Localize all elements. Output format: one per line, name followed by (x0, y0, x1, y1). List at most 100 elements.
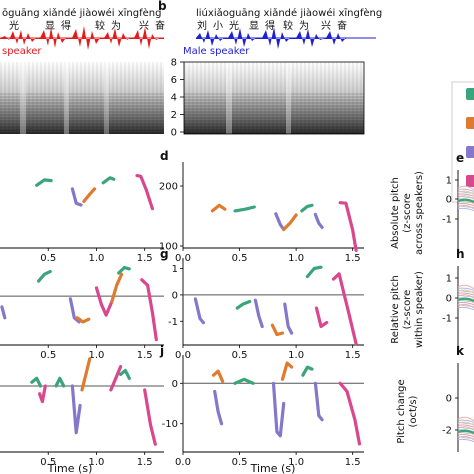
ylabel-h-line: (z-score (402, 290, 413, 330)
speaker-trace (457, 294, 474, 299)
speaker-trace (457, 188, 474, 192)
xtick-label: 0.5 (40, 253, 56, 264)
pitch-contour-purple (68, 297, 81, 324)
speaker-trace (457, 426, 474, 430)
speaker-trace (457, 303, 474, 309)
pitch-contour-purple (274, 212, 286, 232)
pitch-contour-purple (70, 384, 82, 435)
ytick-label: 1 (446, 176, 452, 187)
spectrogram-left (0, 62, 164, 134)
pitch-contour-orange (75, 316, 91, 324)
xtick-label: 1.0 (89, 350, 105, 361)
xtick-label: 1.5 (345, 350, 361, 361)
hanzi-mid-char: 奋 (337, 19, 347, 32)
speaker-trace (457, 289, 474, 295)
hanzi-left-char: 得 (61, 20, 71, 32)
pinyin-top-left: ōguāng xiǎndé jiàowéi xīngfèng (2, 7, 161, 19)
pitch-contour-purple (283, 302, 294, 335)
ytick-label: -2 (442, 426, 452, 437)
xlabel-left: Time (s) (47, 462, 93, 474)
spectrogram-ytick-label: 0 (171, 128, 177, 139)
hanzi-mid-char: 刘 (197, 20, 207, 32)
hanzi-mid-char: 为 (299, 20, 309, 32)
speaker-trace (457, 289, 474, 293)
ytick-label: 100 (159, 242, 178, 253)
pitch-contour-green (30, 376, 43, 388)
xtick-label: 1.0 (288, 457, 304, 468)
speaker-trace (457, 294, 474, 298)
pitch-contour-green (35, 178, 53, 187)
panel-letter-b: b (158, 0, 167, 13)
pitch-contour-orange (210, 203, 227, 213)
pinyin-top-mid: liúxiǎoguāng xiǎndé jiàowéi xīngfèng (196, 7, 382, 19)
ylabel-k-line: (oct/s) (408, 395, 419, 427)
pitch-contour-green (54, 376, 66, 388)
xtick-label: 1.5 (137, 253, 153, 264)
xtick-label: 1.0 (288, 253, 304, 264)
ytick-label: 0 (172, 290, 178, 301)
pitch-contour-pink (135, 174, 154, 211)
speaker-trace (457, 302, 474, 306)
mean-trace-green (457, 429, 474, 434)
speaker-trace (457, 193, 474, 197)
speaker-trace (457, 195, 474, 199)
hanzi-row-left: 光 显得 较为 兴奋 (9, 19, 165, 32)
pitch-contour-pink (338, 201, 358, 252)
pitch-contour-purple (193, 297, 205, 325)
speaker-trace (457, 435, 474, 439)
waveform-blue (196, 27, 346, 49)
speaker-trace (457, 190, 474, 194)
xtick-label: 1.5 (345, 457, 361, 468)
pitch-contour-green (101, 176, 116, 185)
ytick-label: -1 (442, 314, 452, 325)
hanzi-row-mid: 刘小光显得较为兴奋 (197, 19, 347, 32)
ylabel-e-line: across speakers) (414, 171, 425, 255)
speaker-trace (457, 287, 474, 291)
pitch-contour-orange (80, 357, 92, 392)
xtick-label: 0.5 (232, 253, 248, 264)
speaker-trace (457, 207, 474, 212)
speaker-trace (457, 204, 474, 210)
mean-trace-green (457, 198, 474, 203)
legend-swatch-purple (466, 146, 474, 158)
hanzi-mid-char: 兴 (321, 20, 331, 32)
speaker-trace (457, 424, 474, 428)
speaker-trace (457, 303, 474, 307)
speaker-trace (457, 419, 474, 423)
speaker-trace (457, 195, 474, 200)
xtick-label: 0.5 (40, 350, 56, 361)
pitch-contour-pink (338, 381, 362, 446)
speaker-trace (457, 204, 474, 208)
pitch-contour-purple (253, 298, 264, 329)
ylabel-h-line: Relative pitch (390, 275, 401, 343)
speaker-trace (457, 421, 474, 425)
pitch-contour-purple (313, 381, 324, 422)
ytick-label: 0 (446, 294, 452, 305)
pitch-contour-orange (282, 213, 298, 232)
pitch-contour-orange (110, 272, 124, 304)
pitch-contour-green (118, 368, 131, 380)
spectrogram-ytick-label: 6 (171, 75, 177, 86)
hanzi-mid-char: 小 (213, 20, 223, 32)
pitch-contour-orange (82, 187, 97, 203)
speaker-trace (457, 435, 474, 441)
pitch-contour-pink (314, 306, 329, 329)
ytick-label: 0 (446, 195, 452, 206)
spectrogram-ytick-label: 8 (171, 58, 177, 69)
xtick-label: 0.0 (175, 457, 191, 468)
pitch-contour-green (117, 265, 131, 275)
hanzi-left-char: 为 (111, 20, 121, 32)
pitch-contour-pink (331, 272, 358, 346)
ytick-label: -10 (162, 419, 178, 430)
pitch-contour-purple (70, 187, 83, 207)
speaker-trace (457, 426, 474, 431)
xtick-label: 1.0 (288, 350, 304, 361)
hanzi-left-char: 显 (45, 20, 55, 32)
legend-swatch-green (466, 88, 474, 100)
spectrogram-mid (183, 61, 365, 135)
pitch-contour-purple (271, 381, 286, 438)
xtick-label: 1.5 (137, 457, 153, 468)
pitch-contour-pink (143, 388, 157, 446)
